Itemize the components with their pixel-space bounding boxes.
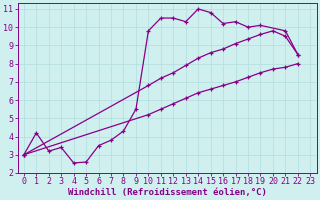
X-axis label: Windchill (Refroidissement éolien,°C): Windchill (Refroidissement éolien,°C)	[68, 188, 267, 197]
